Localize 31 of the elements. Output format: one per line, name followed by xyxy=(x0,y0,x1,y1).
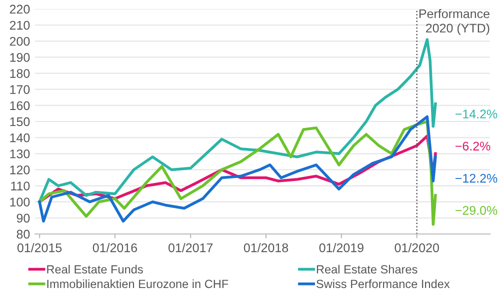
y-tick-label: 200 xyxy=(10,36,30,46)
x-tick-label: 01/2015 xyxy=(17,243,62,252)
x-tick-label: 01/2016 xyxy=(92,243,138,252)
annotation: Performance 2020 (YTD) xyxy=(419,9,490,36)
x-tick-label: 01/2017 xyxy=(168,243,213,252)
y-tick-label: 150 xyxy=(10,117,30,126)
annotation: −6.2% xyxy=(456,142,490,151)
line-series xyxy=(38,38,437,204)
legend-label: Immobilienaktien Eurozone in CHF xyxy=(47,279,228,288)
annotation: −14.2% xyxy=(456,110,498,118)
y-tick-label: 170 xyxy=(10,85,30,94)
legend-label: Real Estate Funds xyxy=(47,264,143,274)
y-tick-label: 160 xyxy=(10,101,30,110)
y-tick-label: 120 xyxy=(10,166,30,174)
legend-label: Real Estate Shares xyxy=(316,264,418,274)
y-tick-label: 180 xyxy=(10,69,30,78)
y-tick-label: 80 xyxy=(16,230,30,239)
x-tick-label: 01/2019 xyxy=(319,243,364,252)
annotation: −29.0% xyxy=(456,206,498,215)
x-tick-label: 01/2018 xyxy=(244,243,288,252)
legend-label: Swiss Performance Index xyxy=(316,279,450,288)
y-tick-label: 110 xyxy=(11,182,30,190)
annotation: −12.2% xyxy=(456,174,498,183)
y-tick-label: 220 xyxy=(10,4,30,14)
y-tick-label: 140 xyxy=(10,133,30,142)
y-tick-label: 130 xyxy=(10,149,30,158)
x-tick-label: 01/2020 xyxy=(394,243,439,252)
y-tick-label: 90 xyxy=(16,214,30,223)
y-tick-label: 190 xyxy=(10,53,30,62)
y-tick-label: 100 xyxy=(10,198,30,207)
y-tick-label: 210 xyxy=(10,20,30,30)
